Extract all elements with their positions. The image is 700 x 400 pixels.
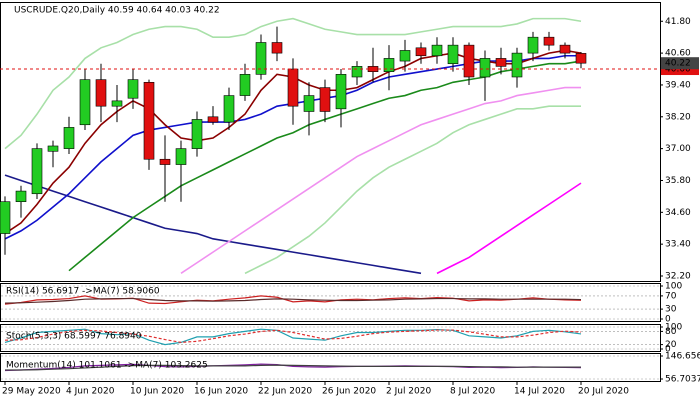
candle-body (351, 66, 363, 78)
y-tick-label: 100 (665, 323, 682, 333)
y-tick-label: 41.80 (665, 17, 691, 27)
candle-body (335, 74, 347, 110)
momentum-title: Momentum(14) 101.1061 ->MA(7) 103.2625 (6, 361, 208, 371)
stoch-panel-frame (0, 324, 661, 352)
candle-body (0, 201, 11, 234)
rsi-title: RSI(14) 56.6917 ->MA(7) 58.9060 (6, 287, 160, 297)
candle-body (575, 53, 587, 64)
x-tick-label: 26 Jun 2020 (322, 387, 376, 397)
rsi-panel-frame (0, 283, 661, 322)
candle-body (191, 119, 203, 149)
y-tick-label: 56.7037 (665, 375, 700, 385)
indicator-line (4, 17, 582, 150)
candle-body (223, 95, 235, 123)
last-price-box (661, 57, 699, 70)
x-tick-label: 22 Jun 2020 (258, 387, 312, 397)
indicator-line (180, 86, 581, 275)
momentum-panel-frame (0, 353, 661, 382)
y-tick-label: 32.20 (665, 272, 691, 282)
candle-body (303, 95, 315, 112)
candle-body (159, 158, 171, 165)
indicator-line (4, 329, 582, 344)
last-price-label: 40.22 (665, 59, 691, 69)
y-tick-label: 34.60 (665, 208, 691, 218)
level-label: 40.00 (665, 65, 691, 75)
y-tick-label: 39.40 (665, 80, 691, 90)
candle-body (463, 44, 475, 78)
indicator-line (4, 174, 422, 275)
candle-body (543, 36, 555, 46)
indicator-line (4, 328, 582, 346)
plot-layer: 41.80 40.60 39.40 38.20 37.00 35.80 34.60 33.40… (0, 17, 700, 397)
candle-body (127, 79, 139, 99)
stoch-title: Stoch(5,3,3) 68.5997 76.8940 (6, 332, 142, 342)
price-panel-frame (0, 2, 661, 282)
candle-body (383, 58, 395, 72)
candle-body (31, 148, 43, 195)
indicator-line (4, 297, 582, 304)
y-tick-label: 40.60 (665, 49, 691, 59)
y-tick-label: 20 (665, 340, 677, 350)
candle-body (239, 74, 251, 96)
candle-body (79, 79, 91, 126)
candle-body (287, 68, 299, 107)
y-tick-label: 38.20 (665, 112, 691, 122)
y-tick-label: 70 (665, 291, 677, 301)
candle-body (479, 58, 491, 78)
candle-body (95, 79, 107, 107)
y-tick-label: 146.656 (665, 352, 700, 362)
y-tick-label: 30 (665, 305, 677, 315)
candle-body (111, 100, 123, 107)
candle-body (271, 42, 283, 54)
y-tick-label: 37.00 (665, 144, 691, 154)
candle-body (431, 44, 443, 57)
candle-body (175, 148, 187, 165)
x-tick-label: 29 May 2020 (2, 387, 61, 397)
candle-body (511, 52, 523, 78)
y-tick-label: 0 (665, 315, 671, 325)
indicator-line (436, 182, 582, 275)
x-tick-label: 14 Jul 2020 (514, 387, 565, 397)
x-tick-label: 4 Jun 2020 (66, 387, 115, 397)
candle-body (495, 58, 507, 67)
indicator-line (244, 105, 581, 275)
candle-body (399, 50, 411, 62)
candle-body (143, 81, 155, 160)
candle-body (559, 44, 571, 54)
x-tick-label: 2 Jul 2020 (386, 387, 431, 397)
chart-title: USCRUDE.Q20,Daily 40.59 40.64 40.03 40.2… (14, 6, 220, 16)
y-tick-label: 35.80 (665, 176, 691, 186)
candle-body (527, 36, 539, 54)
candle-body (415, 47, 427, 57)
candle-body (47, 145, 59, 152)
x-tick-label: 20 Jul 2020 (578, 387, 629, 397)
x-tick-label: 8 Jul 2020 (450, 387, 495, 397)
y-tick-label: 80 (665, 327, 677, 337)
candle-body (63, 127, 75, 149)
y-tick-label: 100 (665, 282, 682, 292)
candle-body (255, 42, 267, 75)
x-tick-label: 10 Jun 2020 (130, 387, 184, 397)
y-tick-label: 33.40 (665, 240, 691, 250)
candle-body (207, 116, 219, 123)
x-tick-label: 16 Jun 2020 (194, 387, 248, 397)
y-tick-label: 0 (665, 345, 671, 355)
candle-body (15, 190, 27, 203)
candle-body (319, 87, 331, 112)
indicator-line (5, 364, 582, 371)
candle-body (447, 44, 459, 65)
